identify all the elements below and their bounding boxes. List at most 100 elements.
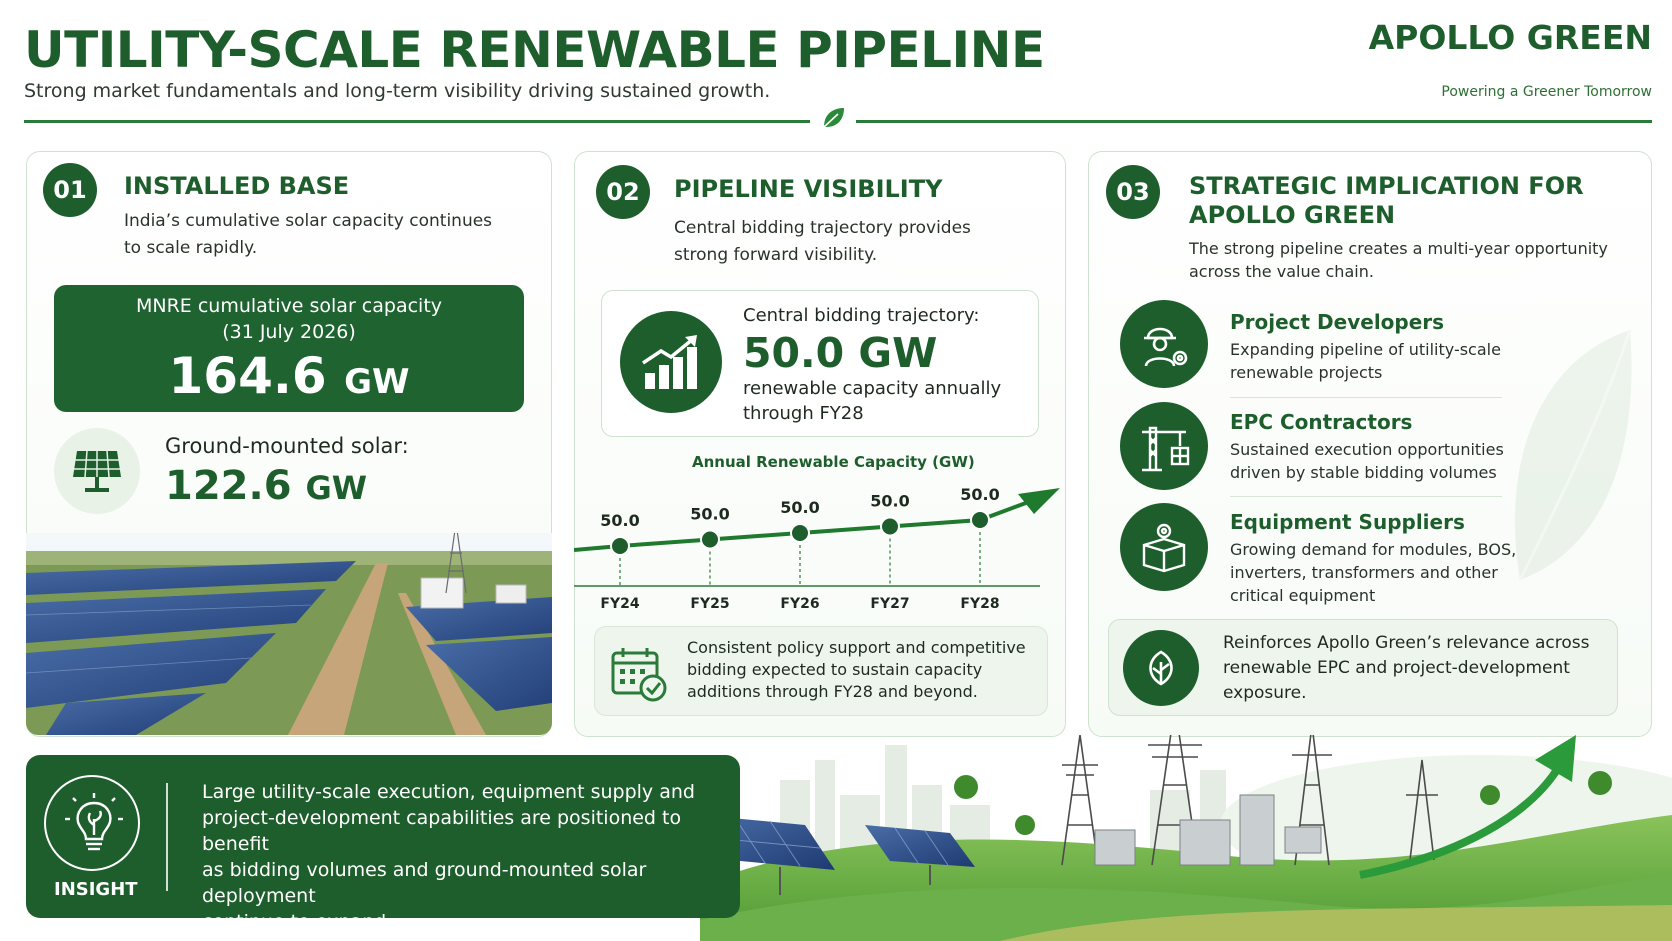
solar-farm-photo	[26, 533, 552, 735]
item-text-line: renewable projects	[1230, 363, 1383, 382]
mnre-value: 164.6 GW	[54, 345, 524, 413]
leaf-badge-icon	[1123, 630, 1199, 706]
brand-tagline: Powering a Greener Tomorrow	[1441, 84, 1652, 100]
card-description-line: across the value chain.	[1189, 262, 1374, 281]
data-label: 50.0	[780, 498, 819, 517]
insight-text-line: Large utility-scale execution, equipment…	[202, 781, 695, 803]
data-label: 50.0	[960, 485, 999, 504]
insight-text-line: as bidding volumes and ground-mounted so…	[202, 859, 647, 907]
card-description-line: strong forward visibility.	[674, 245, 878, 265]
insight-label: INSIGHT	[54, 879, 138, 900]
data-point	[970, 510, 990, 530]
card-heading-line: STRATEGIC IMPLICATION FOR	[1189, 172, 1584, 200]
reinforce-box: Reinforces Apollo Green’s relevance acro…	[1108, 619, 1618, 716]
header-divider-left	[24, 120, 810, 123]
trend-arrowhead	[1018, 488, 1060, 514]
card-description: India’s cumulative solar capacity contin…	[124, 208, 492, 262]
item-text: Expanding pipeline of utility-scale rene…	[1230, 338, 1501, 384]
item-title: Equipment Suppliers	[1230, 510, 1465, 534]
data-point	[610, 536, 630, 556]
mnre-label-line: (31 July 2026)	[222, 321, 356, 343]
item-divider	[1230, 397, 1502, 398]
item-divider	[1230, 496, 1502, 497]
item-text-line: Sustained execution opportunities	[1230, 440, 1504, 459]
worker-gear-icon	[1120, 300, 1208, 388]
calendar-check-icon	[611, 648, 667, 702]
reinforce-text: Reinforces Apollo Green’s relevance acro…	[1223, 631, 1590, 706]
bid-value: 50.0 GW	[743, 329, 938, 377]
annual-capacity-line-chart: 50.0 FY24 50.0 FY25 50.0 FY26 50.0 FY27 50.0 FY28	[574, 485, 1060, 612]
x-tick-label: FY26	[780, 596, 819, 612]
page-title: UTILITY-SCALE RENEWABLE PIPELINE	[24, 21, 1045, 79]
reinforce-text-line: Reinforces Apollo Green’s relevance acro…	[1223, 633, 1590, 653]
mnre-label: MNRE cumulative solar capacity (31 July …	[54, 285, 524, 345]
data-label: 50.0	[600, 511, 639, 530]
card-description: The strong pipeline creates a multi-year…	[1189, 237, 1608, 283]
item-title: EPC Contractors	[1230, 410, 1413, 434]
ground-mounted-unit: GW	[305, 469, 368, 507]
bidding-trajectory-box: Central bidding trajectory: 50.0 GW rene…	[601, 290, 1039, 437]
card-heading: INSTALLED BASE	[124, 172, 350, 200]
x-tick-label: FY27	[870, 596, 909, 612]
card-description-line: The strong pipeline creates a multi-year…	[1189, 239, 1608, 258]
solar-panel-icon	[54, 428, 140, 514]
bid-label: Central bidding trajectory:	[743, 305, 980, 326]
card-heading-line: APOLLO GREEN	[1189, 201, 1396, 229]
card-heading: STRATEGIC IMPLICATION FOR APOLLO GREEN	[1189, 172, 1584, 230]
policy-text-line: bidding expected to sustain capacity	[687, 660, 983, 679]
crane-icon	[1120, 402, 1208, 490]
reinforce-text-line: renewable EPC and project-development	[1223, 658, 1570, 678]
leaf-icon	[823, 108, 844, 128]
data-point	[790, 523, 810, 543]
mnre-capacity-box: MNRE cumulative solar capacity (31 July …	[54, 285, 524, 412]
item-text-line: Expanding pipeline of utility-scale	[1230, 340, 1501, 359]
card-description: Central bidding trajectory provides stro…	[674, 215, 971, 269]
card-description-line: Central bidding trajectory provides	[674, 218, 971, 238]
bid-subtext-line: through FY28	[743, 403, 864, 424]
growth-chart-icon	[620, 311, 722, 413]
insight-text-line: project-development capabilities are pos…	[202, 807, 682, 855]
landscape-illustration	[700, 735, 1672, 941]
item-text-line: Growing demand for modules, BOS,	[1230, 540, 1517, 559]
policy-text-line: additions through FY28 and beyond.	[687, 682, 978, 701]
page-subtitle: Strong market fundamentals and long-term…	[24, 80, 771, 102]
insight-text: Large utility-scale execution, equipment…	[202, 779, 740, 935]
card-heading: PIPELINE VISIBILITY	[674, 175, 943, 203]
item-text: Growing demand for modules, BOS, inverte…	[1230, 538, 1516, 607]
insight-divider	[166, 783, 168, 891]
item-text: Sustained execution opportunities driven…	[1230, 438, 1504, 484]
item-text-line: driven by stable bidding volumes	[1230, 463, 1497, 482]
x-tick-label: FY28	[960, 596, 999, 612]
data-point	[880, 516, 900, 537]
ground-mounted-value: 122.6 GW	[165, 463, 367, 509]
bid-subtext-line: renewable capacity annually	[743, 378, 1002, 399]
policy-text: Consistent policy support and competitiv…	[687, 637, 1026, 703]
policy-text-line: Consistent policy support and competitiv…	[687, 638, 1026, 657]
decorative-leaf-icon	[1514, 329, 1632, 581]
ground-mounted-number: 122.6	[165, 463, 292, 509]
insight-box: INSIGHT Large utility-scale execution, e…	[26, 755, 740, 933]
data-label: 50.0	[870, 492, 909, 511]
card-description-line: to scale rapidly.	[124, 238, 258, 258]
insight-text-line: continue to expand.	[202, 911, 393, 933]
reinforce-text-line: exposure.	[1223, 683, 1307, 703]
x-tick-label: FY24	[600, 596, 639, 612]
chart-title: Annual Renewable Capacity (GW)	[692, 453, 975, 471]
ground-mounted-label: Ground-mounted solar:	[165, 434, 409, 458]
step-number-badge: 02	[596, 165, 650, 219]
policy-support-box: Consistent policy support and competitiv…	[594, 626, 1048, 716]
step-number-badge: 01	[43, 163, 97, 217]
lightbulb-icon	[65, 793, 123, 851]
card-description-line: India’s cumulative solar capacity contin…	[124, 211, 493, 231]
brand-logo-text: APOLLO GREEN	[1368, 18, 1652, 57]
item-text-line: inverters, transformers and other	[1230, 563, 1498, 582]
insight-icon-ring	[44, 775, 140, 871]
item-title: Project Developers	[1230, 310, 1445, 334]
data-point	[700, 529, 720, 550]
bid-subtext: renewable capacity annually through FY28	[743, 376, 1001, 426]
item-text-line: critical equipment	[1230, 586, 1376, 605]
mnre-value-unit: GW	[344, 362, 410, 402]
step-number-badge: 03	[1106, 165, 1160, 219]
data-label: 50.0	[690, 505, 729, 524]
mnre-value-number: 164.6	[168, 347, 327, 405]
